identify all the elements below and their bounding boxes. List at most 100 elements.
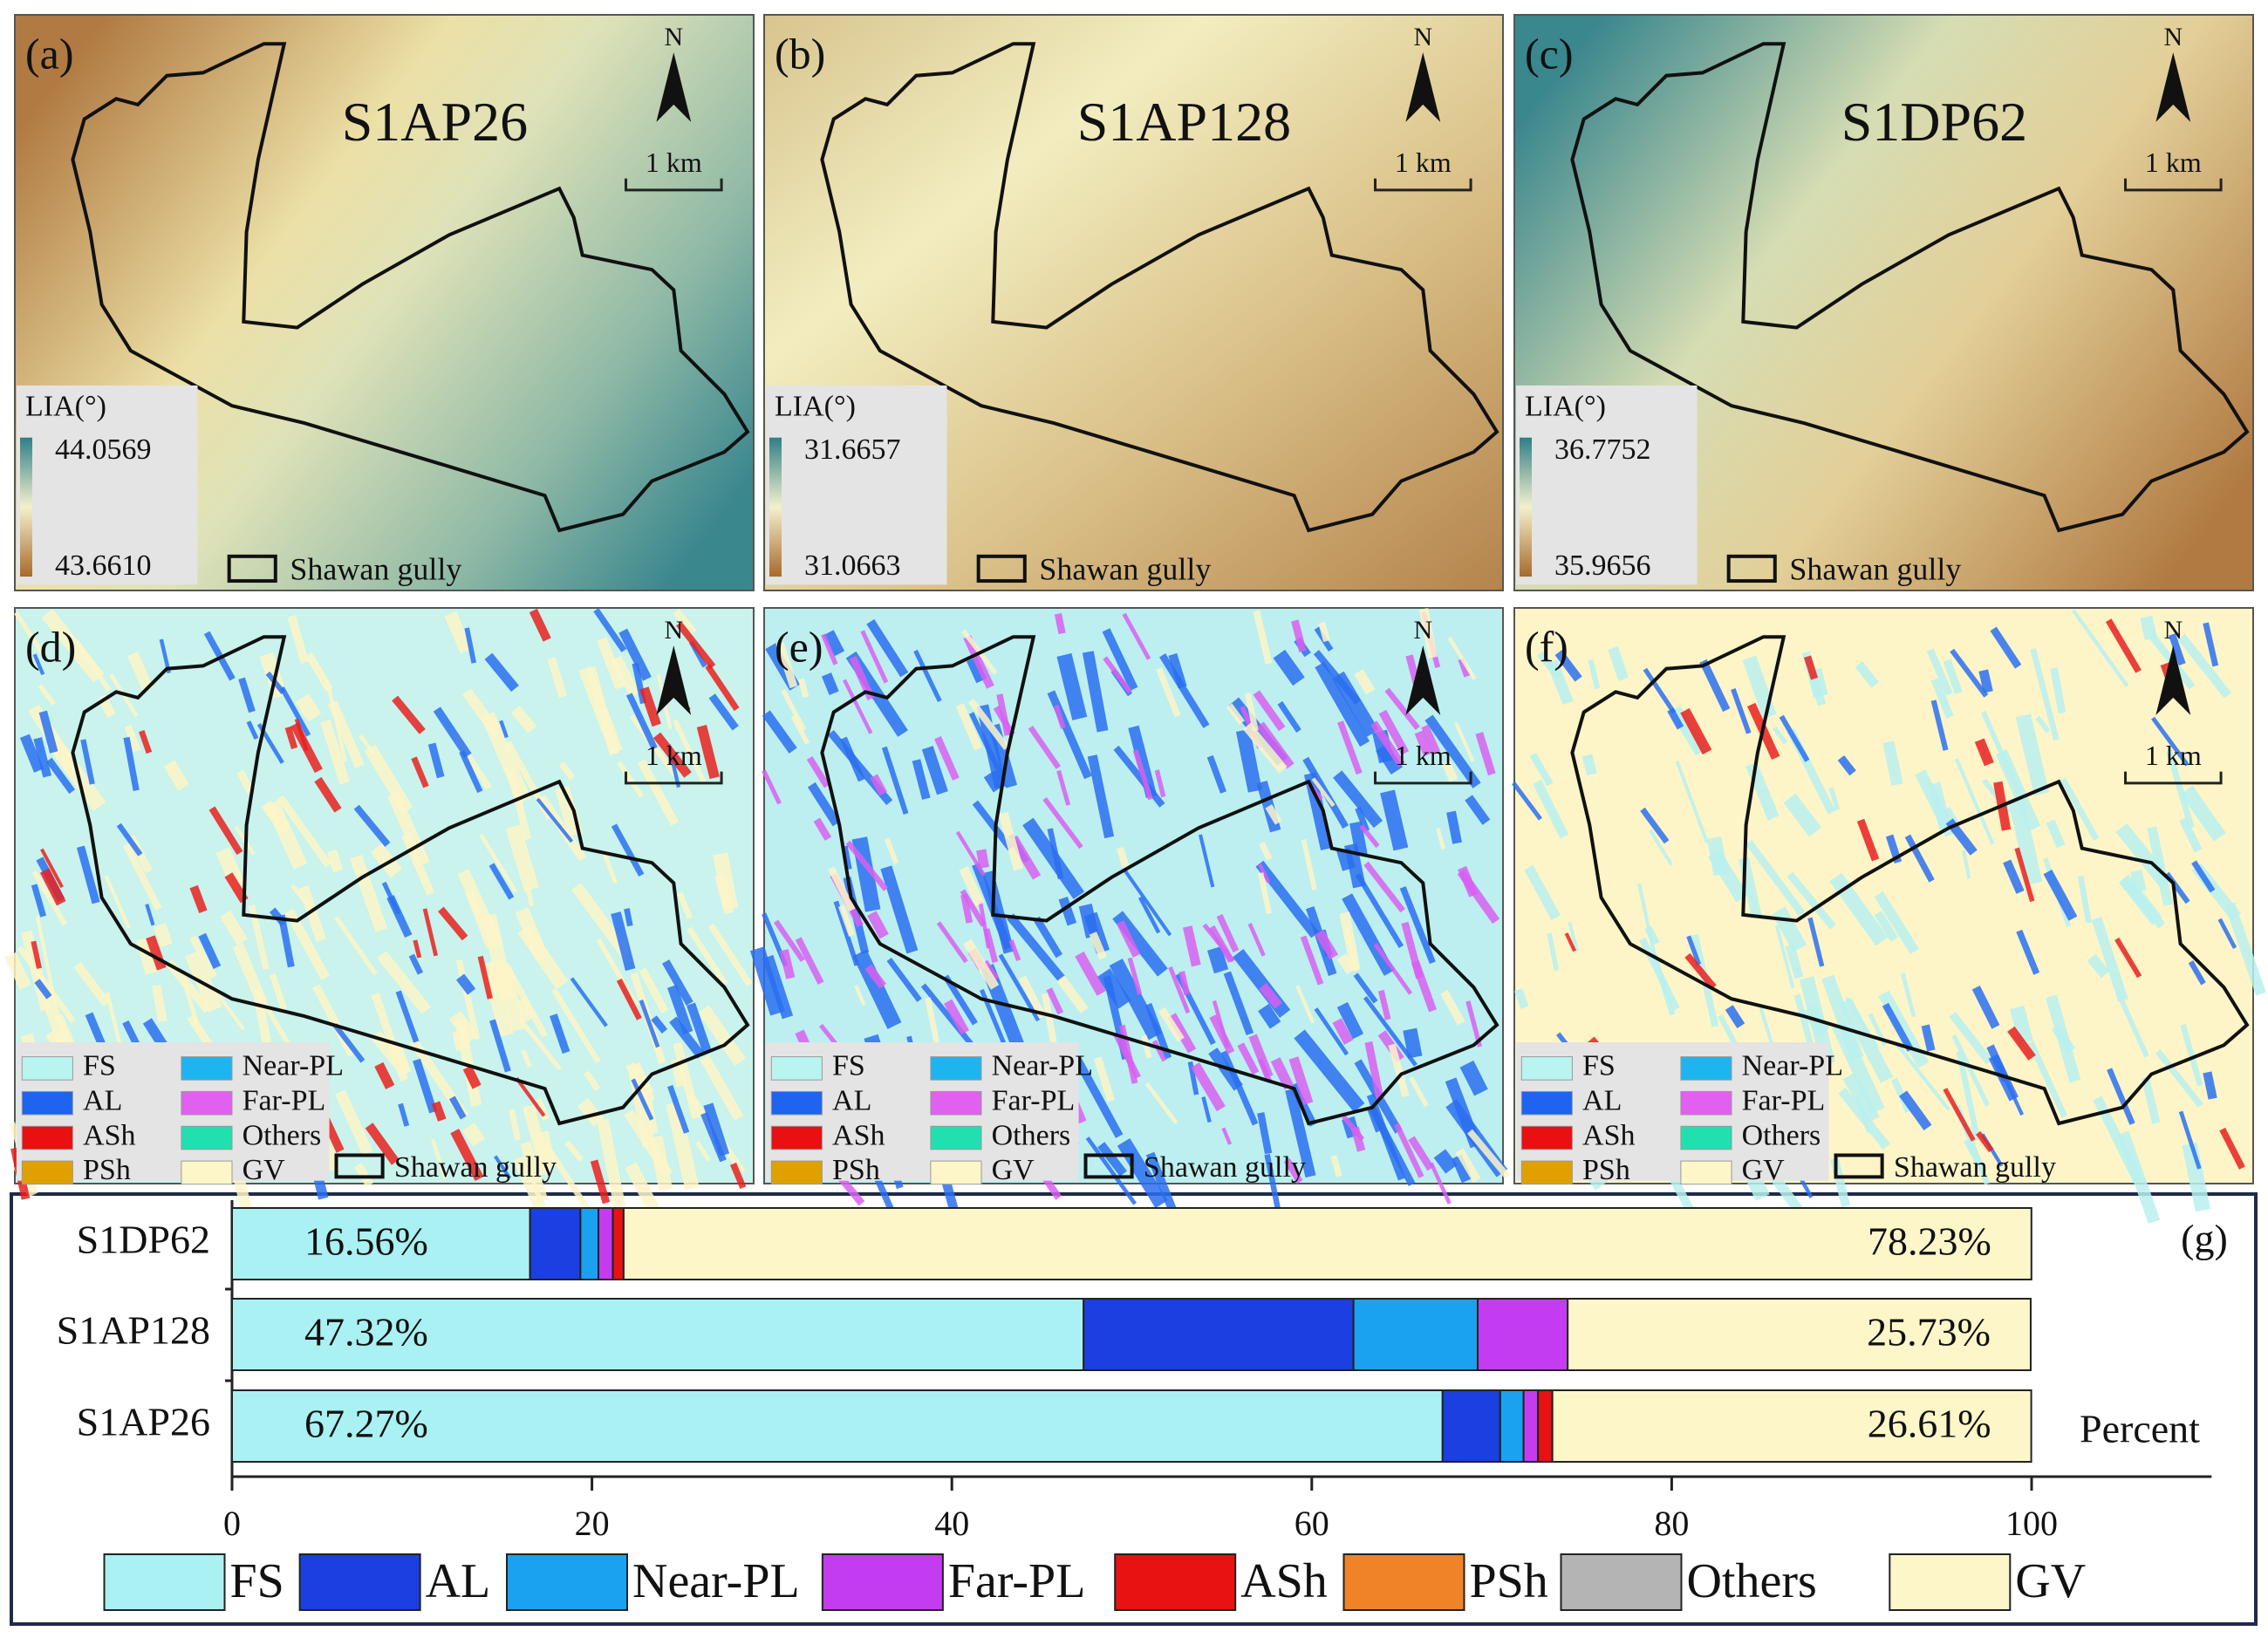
class-texture — [1380, 789, 1409, 851]
class-texture — [2027, 1041, 2068, 1118]
class-texture — [1649, 829, 1674, 866]
class-texture — [159, 638, 171, 674]
class-texture — [695, 1141, 711, 1163]
class-texture — [675, 621, 716, 669]
class-texture — [2177, 633, 2232, 699]
class-texture — [1408, 1136, 1434, 1171]
class-texture — [1950, 648, 1989, 698]
class-texture — [1257, 1112, 1273, 1155]
class-texture — [427, 742, 445, 779]
y-tick-label: S1AP26 — [77, 1400, 210, 1444]
boundary-label: Shawan gully — [1894, 1151, 2056, 1184]
bar-segment — [1352, 1298, 1479, 1371]
class-texture — [730, 1162, 747, 1190]
class-texture — [1109, 959, 1162, 1041]
class-texture — [1256, 721, 1295, 769]
x-axis-label: Percent — [2080, 1407, 2200, 1451]
class-texture — [1156, 667, 1181, 718]
class-texture — [1087, 754, 1115, 839]
class-texture — [1008, 939, 1021, 962]
class-texture — [499, 720, 509, 739]
class-texture — [1342, 1115, 1365, 1142]
class-texture — [1974, 738, 1994, 767]
class-texture — [774, 919, 805, 963]
panel-title: S1AP128 — [1077, 91, 1291, 153]
class-texture — [189, 884, 208, 914]
class-texture — [136, 936, 160, 975]
scale-label: 1 km — [1395, 147, 1452, 178]
class-texture — [844, 845, 852, 870]
class-texture — [488, 1019, 511, 1073]
x-tick-label: 0 — [223, 1504, 241, 1543]
class-texture — [462, 1123, 486, 1147]
class-texture — [611, 823, 645, 877]
class-texture — [762, 954, 794, 1020]
class-texture — [571, 883, 632, 959]
class-texture — [998, 953, 1041, 1022]
class-texture — [806, 755, 830, 788]
value-label: 67.27% — [304, 1402, 428, 1446]
north-label: N — [664, 616, 683, 645]
class-texture — [477, 955, 493, 1000]
class-texture — [1244, 693, 1259, 732]
class-texture — [1041, 993, 1058, 1046]
class-texture — [637, 759, 680, 827]
class-texture — [481, 961, 514, 1037]
panel-label: (c) — [1525, 29, 1574, 78]
class-texture — [392, 695, 426, 734]
class-texture — [139, 730, 153, 754]
scale-bar — [625, 178, 723, 192]
bar-segment — [1499, 1389, 1525, 1463]
legend-label: Near-PL — [632, 1554, 800, 1608]
class-texture — [1253, 610, 1273, 665]
class-texture — [762, 710, 797, 754]
bar-segment — [1567, 1298, 2032, 1371]
colorbar-title: LIA(°) — [25, 390, 106, 422]
class-texture — [1208, 925, 1234, 964]
class-texture — [1247, 923, 1266, 957]
class-texture — [1793, 993, 1814, 1044]
gully-boundary — [820, 42, 1499, 533]
legend-label: ASh — [1582, 1119, 1635, 1151]
class-texture — [616, 978, 642, 1020]
colorbar-box — [17, 385, 198, 585]
class-texture — [1042, 797, 1083, 850]
class-texture — [649, 1135, 673, 1191]
north-label: N — [2163, 616, 2183, 645]
class-texture — [1154, 769, 1166, 798]
class-texture — [1921, 1024, 1936, 1052]
bar-segment — [1551, 1389, 2032, 1463]
scale-label: 1 km — [1395, 740, 1452, 771]
class-texture — [1258, 863, 1271, 884]
class-texture — [354, 1163, 374, 1188]
class-texture — [998, 811, 1024, 871]
class-texture — [533, 1130, 557, 1170]
class-texture — [438, 906, 468, 941]
x-tick-label: 40 — [934, 1504, 969, 1543]
legend-label: Others — [1686, 1554, 1816, 1608]
class-texture — [482, 913, 515, 1000]
class-texture — [1564, 932, 1577, 952]
class-texture — [1429, 1162, 1452, 1205]
class-texture — [652, 732, 692, 778]
class-texture — [1874, 911, 1898, 942]
class-texture — [625, 693, 658, 750]
class-texture — [1354, 669, 1376, 695]
panel-label: (b) — [775, 29, 825, 78]
class-texture — [2009, 1005, 2033, 1045]
legend-swatch — [298, 1553, 421, 1611]
boundary-swatch — [976, 554, 1027, 584]
class-texture — [364, 744, 413, 814]
legend-label: Far-PL — [243, 1085, 326, 1117]
class-texture — [1075, 951, 1106, 996]
class-texture — [1353, 973, 1378, 1004]
class-texture — [450, 1129, 484, 1181]
class-texture — [993, 705, 1015, 737]
class-texture — [387, 1041, 412, 1076]
class-texture — [31, 884, 47, 918]
class-texture — [631, 1078, 654, 1121]
legend-label: Near-PL — [992, 1050, 1093, 1082]
class-texture — [31, 870, 68, 926]
legend-swatch — [770, 1160, 823, 1185]
